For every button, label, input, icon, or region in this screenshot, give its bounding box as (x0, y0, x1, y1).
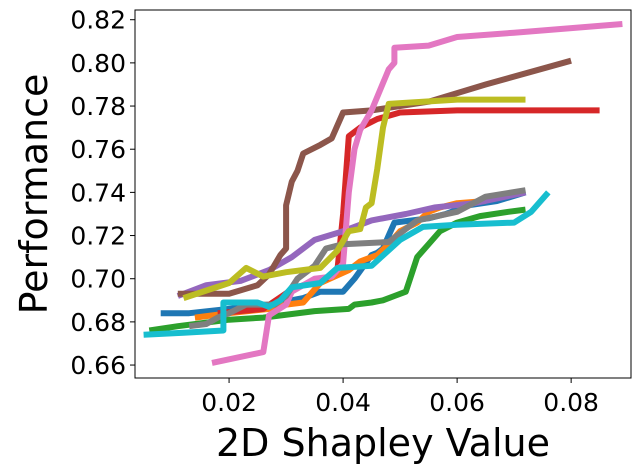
x-tick-label: 0.02 (201, 388, 257, 417)
y-tick-label: 0.80 (70, 49, 126, 78)
x-tick-label: 0.08 (543, 388, 599, 417)
y-tick-label: 0.74 (70, 178, 126, 207)
y-tick-label: 0.78 (70, 92, 126, 121)
series-line-cyan (143, 190, 551, 338)
series-line-pink (211, 21, 623, 366)
series-layer (143, 21, 623, 366)
series-line-olive (182, 96, 526, 301)
x-axis-label: 2D Shapley Value (216, 421, 550, 465)
y-axis-label: Performance (12, 74, 56, 315)
x-axis-ticks: 0.02 0.04 0.06 0.08 (201, 378, 599, 417)
x-tick-label: 0.06 (429, 388, 485, 417)
y-tick-label: 0.68 (70, 308, 126, 337)
y-tick-label: 0.70 (70, 265, 126, 294)
y-tick-label: 0.76 (70, 135, 126, 164)
y-tick-label: 0.72 (70, 222, 126, 251)
plot-frame (134, 9, 632, 379)
x-tick-label: 0.04 (315, 388, 371, 417)
y-tick-label: 0.66 (70, 351, 126, 380)
y-tick-label: 0.82 (70, 6, 126, 35)
y-axis-ticks: 0.66 0.68 0.70 0.72 0.74 0.76 0.78 0.80 0.82 (70, 6, 135, 380)
